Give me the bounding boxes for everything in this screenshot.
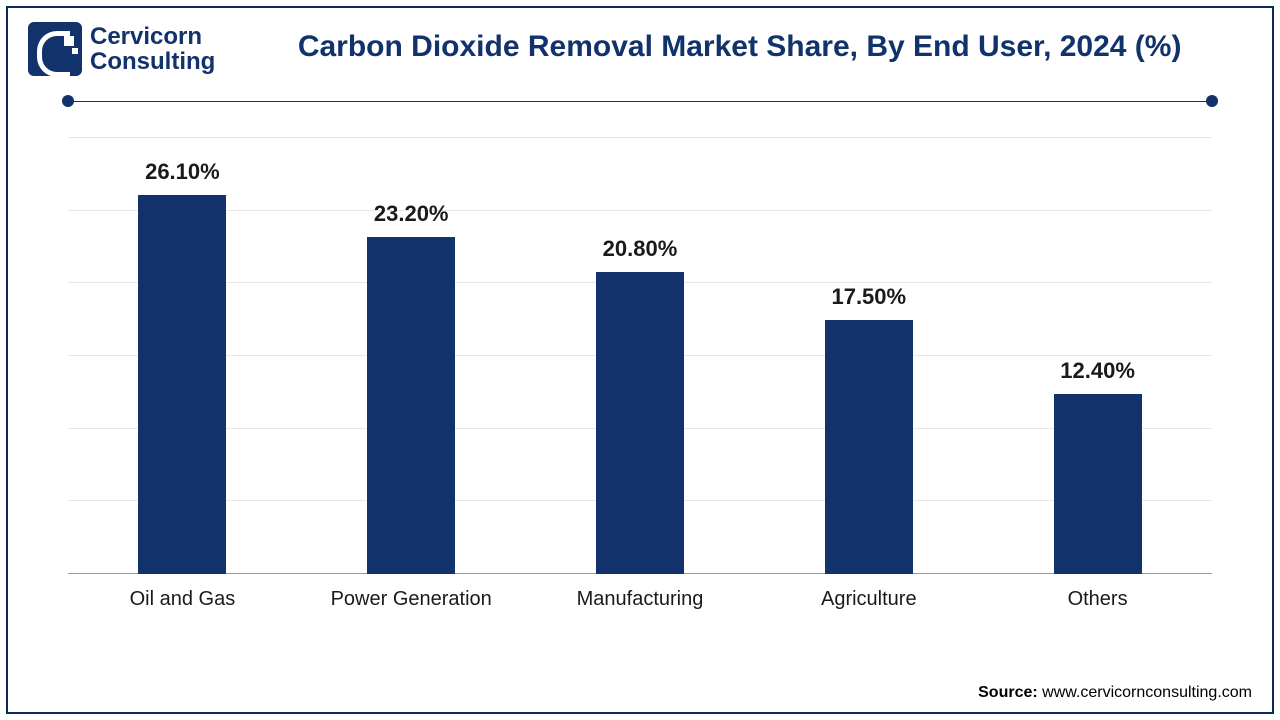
x-axis-label: Others xyxy=(983,574,1212,622)
bar-value-label: 23.20% xyxy=(374,201,449,227)
bar-value-label: 20.80% xyxy=(603,236,678,262)
bar: 26.10% xyxy=(138,195,226,574)
bar: 17.50% xyxy=(825,320,913,574)
bar-value-label: 12.40% xyxy=(1060,358,1135,384)
header: Cervicorn Consulting Carbon Dioxide Remo… xyxy=(8,8,1272,76)
x-axis-label: Oil and Gas xyxy=(68,574,297,622)
chart-bars: 26.10% 23.20% 20.80% 17.50% 12.40% xyxy=(68,138,1212,574)
brand-logo-mark xyxy=(28,22,82,76)
source-attribution: Source: www.cervicornconsulting.com xyxy=(978,684,1252,702)
title-divider xyxy=(68,94,1212,108)
bar-slot: 17.50% xyxy=(754,138,983,574)
bar: 23.20% xyxy=(367,237,455,574)
chart-frame: Cervicorn Consulting Carbon Dioxide Remo… xyxy=(6,6,1274,714)
x-axis-label: Agriculture xyxy=(754,574,983,622)
brand-logo-text: Cervicorn Consulting xyxy=(90,24,215,74)
bar-slot: 12.40% xyxy=(983,138,1212,574)
chart-x-labels: Oil and GasPower GenerationManufacturing… xyxy=(68,574,1212,622)
bar-slot: 26.10% xyxy=(68,138,297,574)
bar-slot: 23.20% xyxy=(297,138,526,574)
chart-title: Carbon Dioxide Removal Market Share, By … xyxy=(215,22,1244,64)
brand-line1: Cervicorn xyxy=(90,24,215,49)
bar: 12.40% xyxy=(1054,394,1142,574)
bar: 20.80% xyxy=(596,272,684,574)
bar-value-label: 17.50% xyxy=(831,284,906,310)
brand-logo: Cervicorn Consulting xyxy=(28,22,215,76)
bar-value-label: 26.10% xyxy=(145,159,220,185)
bar-slot: 20.80% xyxy=(526,138,755,574)
source-url: www.cervicornconsulting.com xyxy=(1042,684,1252,701)
x-axis-label: Power Generation xyxy=(297,574,526,622)
brand-line2: Consulting xyxy=(90,49,215,74)
x-axis-label: Manufacturing xyxy=(526,574,755,622)
bar-chart: 26.10% 23.20% 20.80% 17.50% 12.40% Oil and G… xyxy=(68,138,1212,622)
source-prefix: Source: xyxy=(978,684,1042,701)
